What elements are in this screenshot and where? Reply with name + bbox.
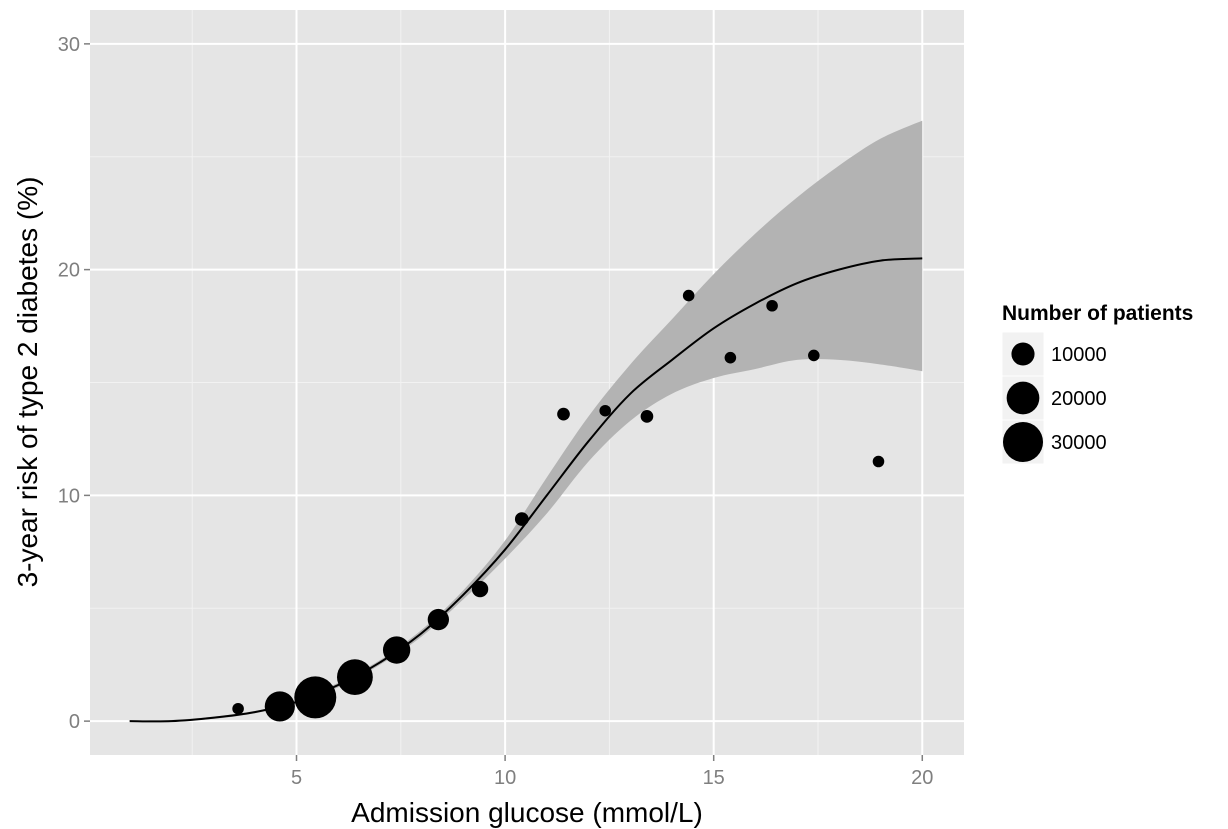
legend-symbol [1011,342,1035,366]
y-axis-label: 3-year risk of type 2 diabetes (%) [12,177,43,588]
data-points [232,289,885,722]
confidence-ribbon [129,120,923,722]
y-axis-ticks: 0 10 20 30 [58,34,90,733]
x-tick-label: 5 [291,767,302,789]
data-point [557,407,570,421]
data-point [264,691,295,722]
data-point [382,636,411,664]
y-tick-label: 0 [69,711,80,733]
x-axis-label: Admission glucose (mmol/L) [351,797,703,828]
data-point [471,580,489,598]
legend-label: 30000 [1051,432,1107,454]
major-gridlines [90,10,964,755]
data-point [766,299,778,312]
legend-label: 20000 [1051,388,1107,410]
minor-gridlines [90,10,964,755]
legend-symbol [1006,381,1040,415]
data-point [337,659,373,696]
data-point [682,289,695,302]
data-point [427,608,450,631]
data-point [294,676,337,719]
x-tick-label: 15 [703,767,725,789]
legend-label: 10000 [1051,344,1107,366]
legend-title: Number of patients [1002,302,1193,325]
legend: Number of patients 10000 20000 30000 [1001,302,1193,465]
data-point [599,404,612,417]
data-point [514,512,529,526]
y-tick-label: 30 [58,34,80,56]
data-point [872,455,885,468]
y-tick-label: 20 [58,260,80,282]
x-tick-label: 20 [911,767,933,789]
y-tick-label: 10 [58,485,80,507]
legend-symbol [1002,421,1044,463]
x-tick-label: 10 [494,767,516,789]
x-axis-ticks: 5 10 15 20 [291,755,933,789]
data-point [232,702,244,715]
data-point [640,410,654,423]
data-point [808,349,820,362]
data-point [724,351,737,364]
